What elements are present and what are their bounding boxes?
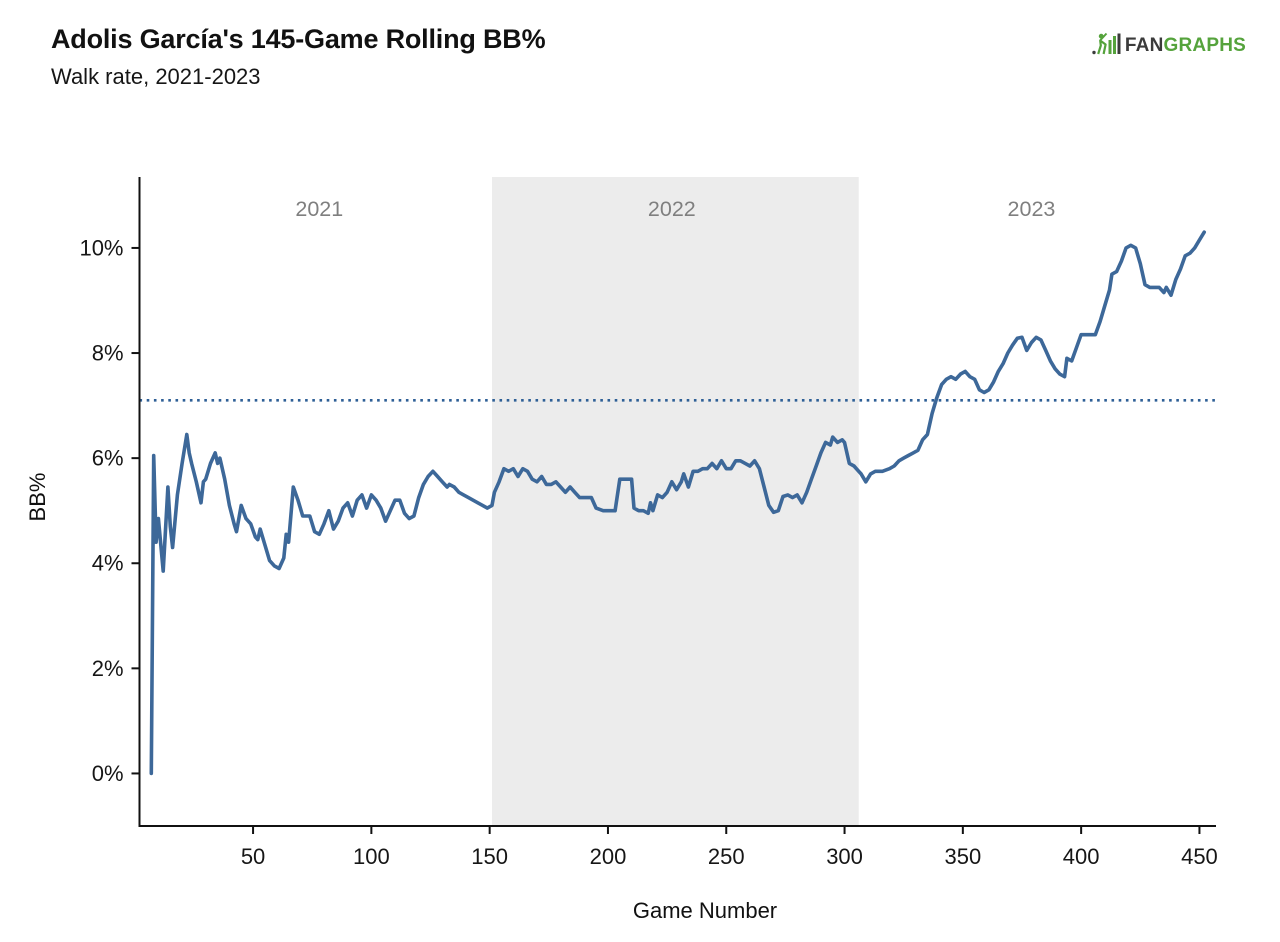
x-tick-label: 100	[353, 844, 390, 869]
y-tick-label: 8%	[92, 341, 124, 366]
y-tick-label: 6%	[92, 446, 124, 471]
x-tick-label: 350	[944, 844, 981, 869]
season-label-2022: 2022	[648, 197, 696, 221]
y-tick-label: 2%	[92, 656, 124, 681]
y-tick-label: 0%	[92, 761, 124, 786]
fangraphs-logo: FAN GRAPHS	[1092, 31, 1246, 55]
season-label-2021: 2021	[295, 197, 343, 221]
x-axis-title: Game Number	[632, 898, 778, 923]
logo-text-fan: FAN	[1124, 35, 1164, 56]
y-axis-title: BB%	[25, 472, 50, 522]
fangraphs-batter-icon	[1092, 32, 1121, 55]
logo-text-graphs: GRAPHS	[1163, 35, 1246, 56]
x-tick-label: 450	[1181, 844, 1218, 869]
x-tick-label: 250	[708, 844, 745, 869]
bb-rolling-line	[149, 230, 1206, 776]
y-tick-label: 4%	[92, 551, 124, 576]
chart-subtitle: Walk rate, 2021-2023	[51, 64, 261, 89]
season-label-2023: 2023	[1008, 197, 1056, 221]
x-tick-label: 400	[1063, 844, 1100, 869]
x-tick-label: 150	[471, 844, 508, 869]
season-band-2022	[492, 177, 859, 826]
x-tick-label: 300	[826, 844, 863, 869]
y-tick-label: 10%	[79, 235, 123, 260]
x-tick-label: 200	[590, 844, 627, 869]
x-tick-label: 50	[241, 844, 265, 869]
chart-title: Adolis García's 145-Game Rolling BB%	[51, 24, 546, 54]
